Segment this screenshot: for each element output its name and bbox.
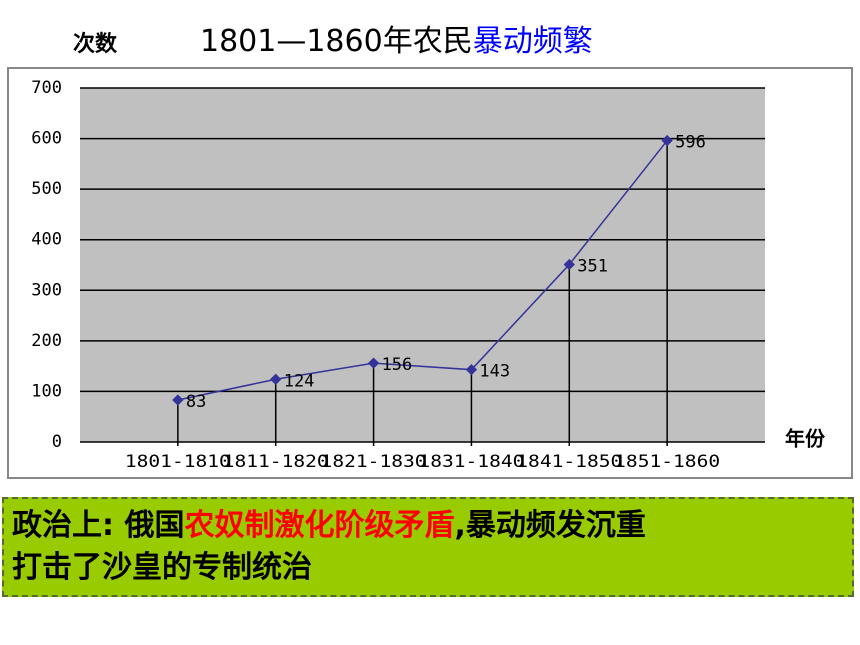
y-tick-label: 400 bbox=[31, 230, 62, 250]
data-label: 156 bbox=[382, 355, 413, 375]
note-text: 政治上: 俄国 bbox=[12, 508, 185, 543]
note-box: 政治上: 俄国农奴制激化阶级矛盾,暴动频发沉重 打击了沙皇的专制统治 bbox=[2, 497, 854, 597]
data-point bbox=[172, 394, 184, 406]
data-point bbox=[367, 357, 380, 369]
x-tick-label: 1841-1850 bbox=[516, 452, 622, 472]
y-tick-label: 300 bbox=[31, 280, 62, 300]
note-highlight: 农奴制激化阶级矛盾 bbox=[184, 508, 455, 543]
x-tick-label: 1811-1820 bbox=[223, 452, 329, 472]
x-tick-label: 1851-1860 bbox=[614, 452, 720, 472]
data-label: 596 bbox=[675, 133, 706, 153]
data-point bbox=[270, 373, 282, 385]
y-axis-label: 次数 bbox=[73, 31, 118, 57]
y-tick-label: 0 bbox=[52, 432, 62, 452]
data-label: 83 bbox=[186, 392, 206, 412]
note-text: ,暴动频发沉重 bbox=[454, 508, 646, 543]
y-tick-label: 500 bbox=[31, 179, 62, 199]
note-line: 打击了沙皇的专制统治 bbox=[12, 550, 312, 585]
plot-area bbox=[80, 88, 765, 442]
chart-title: 1801—1860年农民暴动频繁 bbox=[200, 24, 593, 59]
y-tick-label: 600 bbox=[31, 129, 62, 149]
note-line: 政治上: 俄国农奴制激化阶级矛盾,暴动频发沉重 bbox=[12, 505, 844, 547]
x-axis-label: 年份 bbox=[785, 427, 826, 451]
data-label: 351 bbox=[577, 256, 608, 276]
title-highlight: 暴动频繁 bbox=[473, 24, 593, 59]
y-tick-label: 100 bbox=[31, 381, 62, 401]
x-tick-label: 1821-1830 bbox=[321, 452, 427, 472]
data-point bbox=[465, 364, 478, 376]
y-tick-label: 700 bbox=[31, 78, 62, 98]
data-label: 124 bbox=[284, 371, 315, 391]
data-point bbox=[661, 134, 673, 147]
x-tick-label: 1801-1810 bbox=[125, 452, 231, 472]
data-label: 143 bbox=[479, 362, 510, 382]
data-point bbox=[563, 258, 575, 271]
chart: 次数 1801—1860年农民暴动频繁 年份 0 100 200 300 400 500 6… bbox=[7, 24, 853, 479]
data-line bbox=[177, 140, 668, 401]
title-main: 1801—1860年农民 bbox=[200, 24, 473, 59]
x-tick-label: 1831-1840 bbox=[418, 452, 524, 472]
y-tick-label: 200 bbox=[31, 331, 62, 351]
